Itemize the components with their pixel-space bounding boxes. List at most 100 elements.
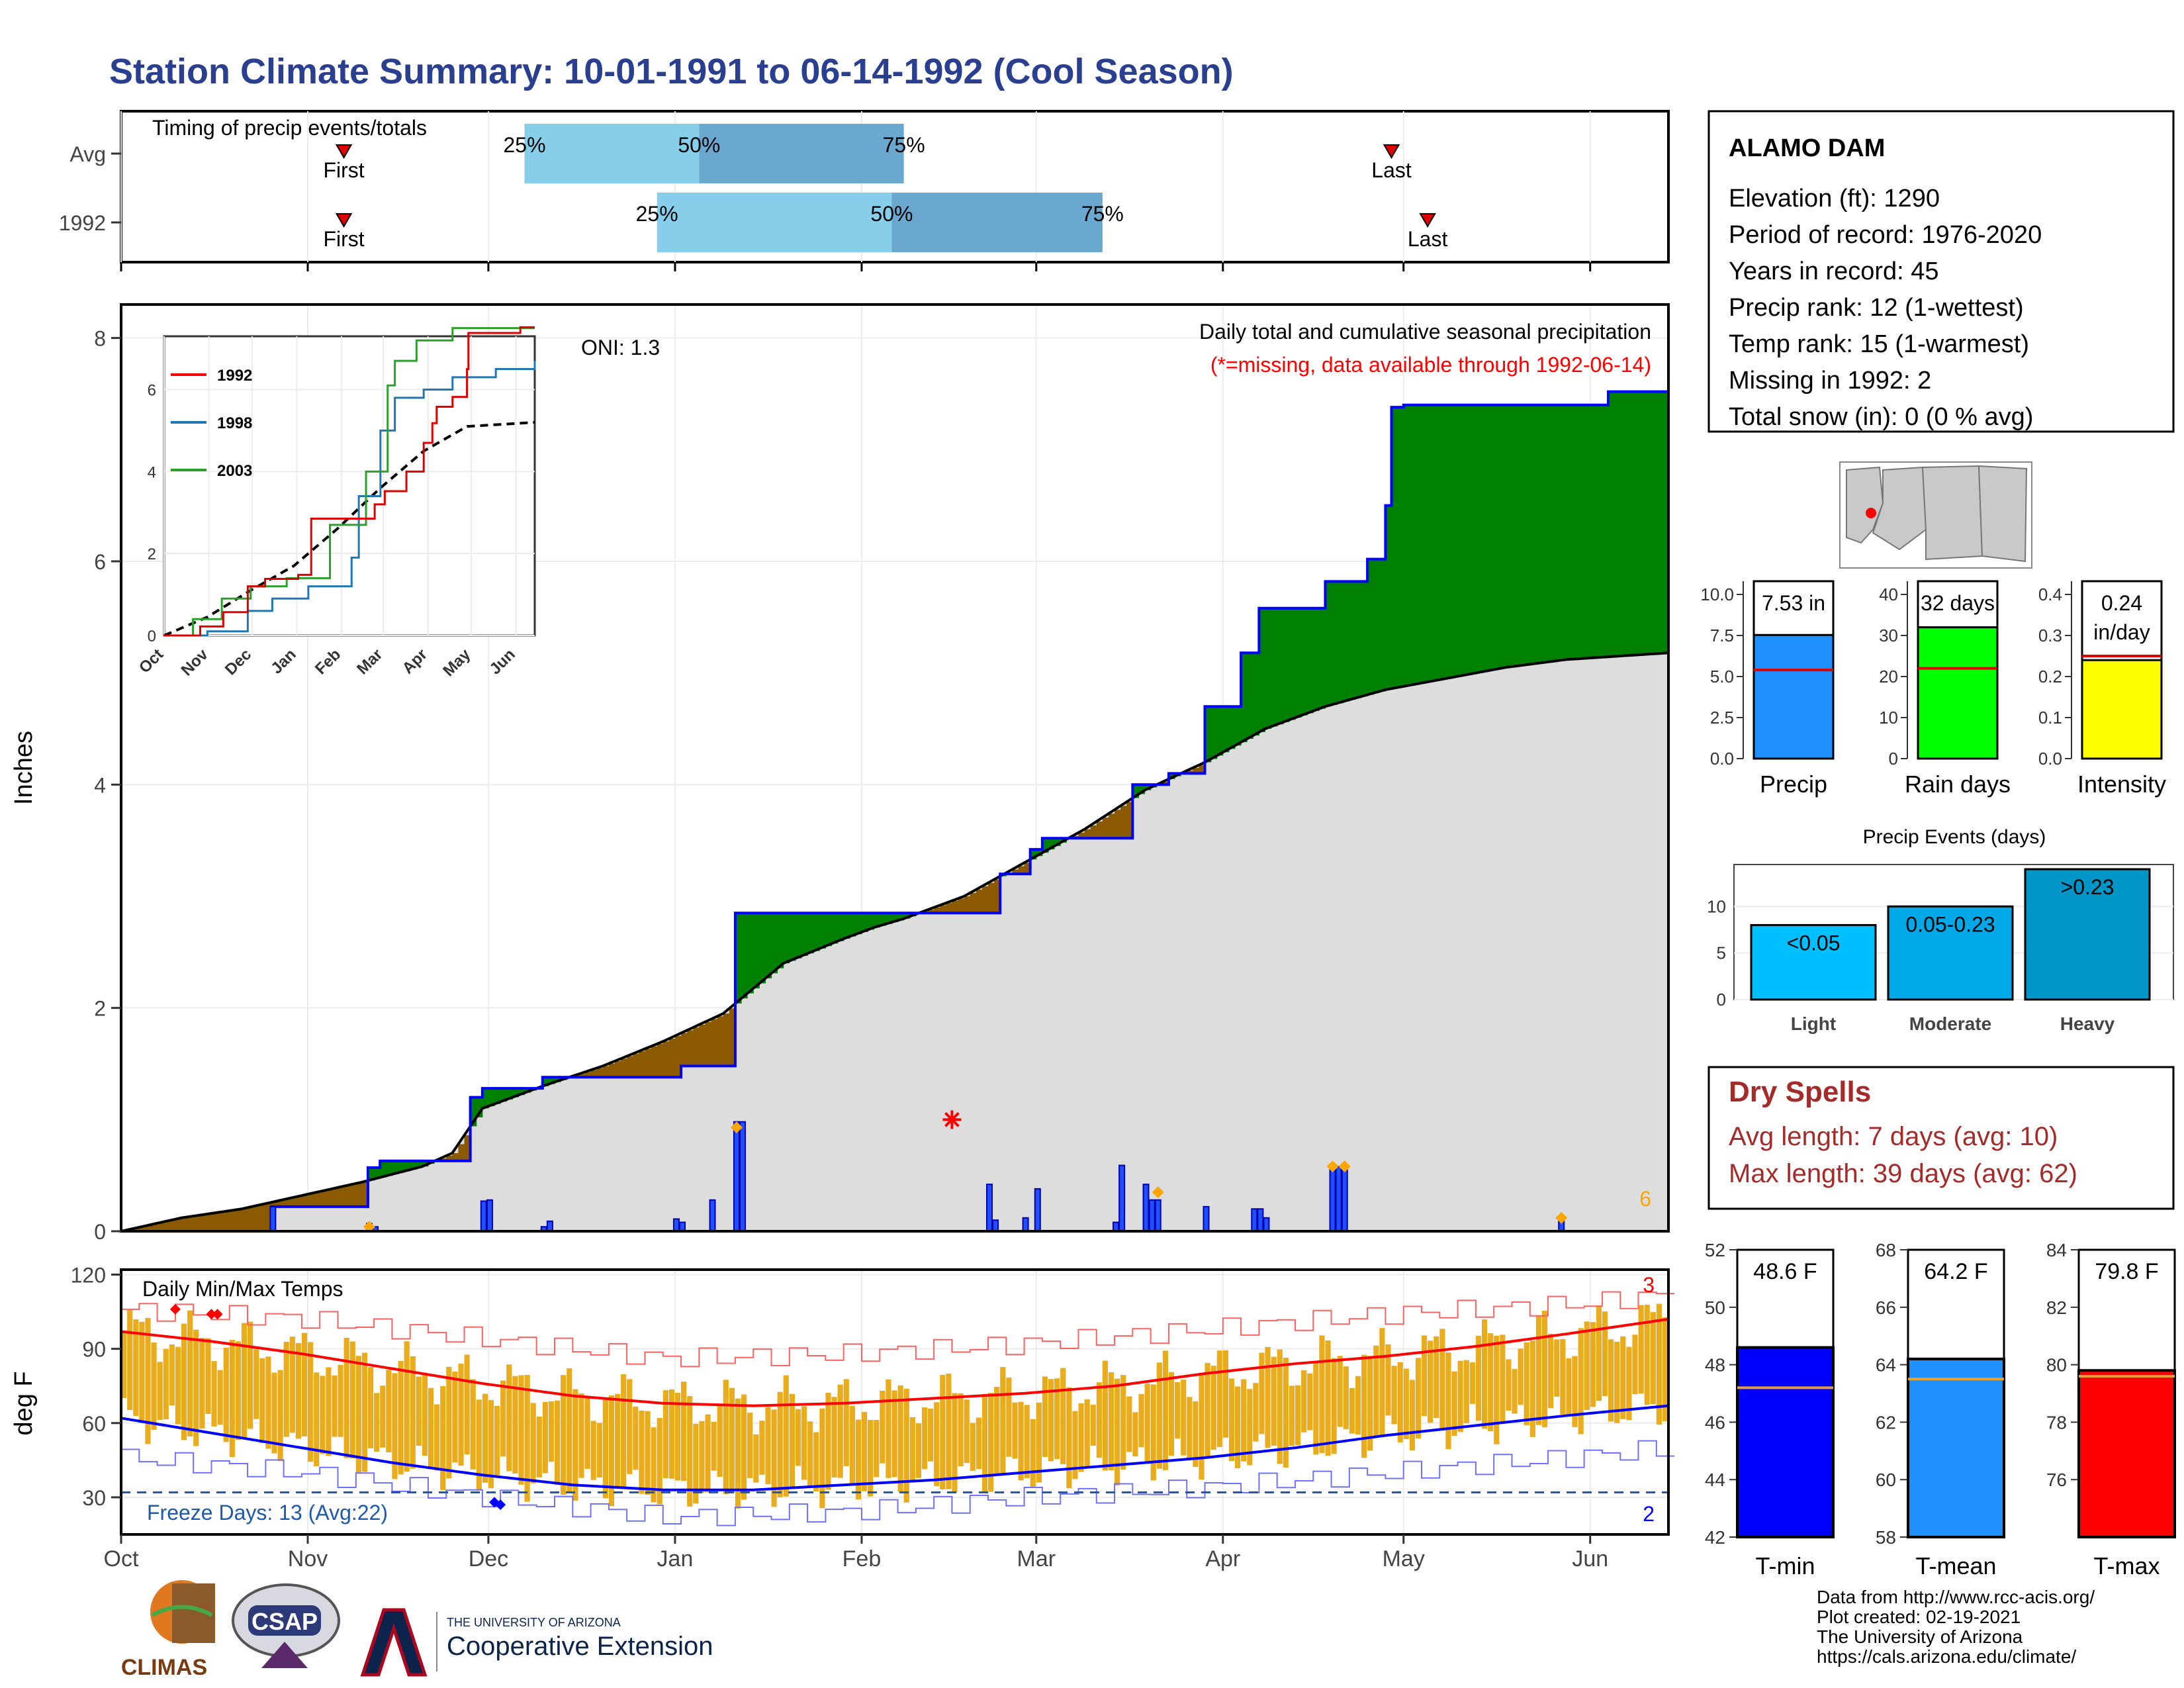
surplus-segment	[771, 913, 778, 974]
timing-q50: 50%	[678, 133, 720, 157]
temp-bar-value-0	[1736, 1346, 1835, 1539]
deficit-segment	[295, 1197, 302, 1207]
daily-temp-bar	[289, 1336, 295, 1433]
daily-temp-bar	[187, 1310, 193, 1437]
mini-bar-value-2	[2081, 659, 2163, 760]
daily-temp-bar	[1644, 1305, 1650, 1405]
temp-ytick-label: 90	[82, 1338, 106, 1362]
deficit-segment	[1108, 814, 1115, 839]
surplus-segment	[1054, 838, 1061, 847]
page-title: Station Climate Summary: 10-01-1991 to 0…	[109, 52, 1234, 91]
csap-mountain-icon	[261, 1642, 308, 1668]
surplus-segment	[849, 913, 856, 937]
month-label: Nov	[288, 1546, 328, 1571]
daily-temp-bar	[1054, 1378, 1060, 1460]
daily-temp-bar	[1632, 1335, 1638, 1395]
daily-temp-bar	[301, 1333, 308, 1436]
surplus-segment	[410, 1160, 417, 1170]
avg-min-line	[120, 1404, 1669, 1491]
daily-temp-bar	[1181, 1380, 1187, 1456]
daily-temp-bar	[1162, 1350, 1169, 1470]
surplus-segment	[1560, 404, 1567, 661]
daily-temp-bar	[1205, 1362, 1210, 1458]
timing-last-marker-icon	[1419, 213, 1436, 228]
surplus-segment	[1578, 404, 1585, 659]
timing-bar-50-75	[699, 124, 904, 183]
daily-temp-bar	[398, 1360, 404, 1475]
inset-ytick-label: 4	[148, 463, 156, 481]
daily-temp-bar	[674, 1392, 681, 1481]
surplus-segment	[548, 1077, 555, 1084]
events-title: Precip Events (days)	[1863, 826, 2046, 848]
credit-line: Plot created: 02-19-2021	[1817, 1607, 2021, 1627]
surplus-segment	[1030, 849, 1037, 860]
daily-temp-bar	[614, 1393, 621, 1489]
oni-label: ONI: 1.3	[581, 336, 660, 359]
daily-precip-bar-6	[546, 1220, 553, 1233]
daily-temp-bar	[1433, 1336, 1439, 1419]
surplus-segment	[518, 1088, 525, 1096]
mini-bar-tick-label: 0.3	[2038, 626, 2062, 645]
surplus-segment	[1566, 404, 1573, 660]
surplus-segment	[1355, 581, 1362, 698]
surplus-segment	[819, 913, 826, 949]
daily-temp-bar	[1548, 1333, 1554, 1409]
daily-temp-bar	[1391, 1366, 1397, 1425]
timing-bar-25-50	[524, 124, 700, 183]
daily-temp-bar	[1415, 1358, 1422, 1438]
surplus-segment	[825, 913, 833, 947]
normal-cumulative-line	[120, 651, 1669, 1233]
surplus-segment	[386, 1160, 392, 1176]
timing-first-label: First	[323, 227, 364, 251]
daily-temp-bar	[1343, 1366, 1349, 1429]
temp-bar-tick-label: 64	[1876, 1355, 1896, 1376]
deficit-segment	[1084, 829, 1091, 839]
surplus-segment	[735, 913, 742, 1004]
daily-temp-bar	[1234, 1386, 1241, 1469]
surplus-segment	[494, 1088, 501, 1104]
surplus-segment	[807, 913, 814, 954]
temp-ytick-label: 120	[71, 1263, 106, 1287]
daily-temp-bar	[1488, 1333, 1494, 1432]
daily-temp-bar	[422, 1375, 428, 1456]
daily-temp-bar	[693, 1423, 699, 1504]
daily-temp-bar	[807, 1421, 813, 1487]
surplus-segment	[380, 1160, 387, 1178]
surplus-segment	[897, 913, 905, 921]
surplus-segment	[1638, 391, 1645, 655]
surplus-segment	[1602, 404, 1609, 657]
daily-temp-bar	[494, 1405, 500, 1476]
daily-temp-bar	[657, 1418, 662, 1505]
deficit-segment	[169, 1220, 176, 1231]
daily-temp-bar	[229, 1339, 235, 1458]
month-label: Jan	[657, 1546, 694, 1571]
daily-temp-bar	[1494, 1335, 1500, 1444]
surplus-segment	[1488, 404, 1494, 671]
daily-temp-bar	[404, 1341, 410, 1472]
deficit-segment	[988, 882, 995, 914]
timing-row-label: 1992	[59, 211, 106, 235]
temp-bar-text: 79.8 F	[2095, 1259, 2158, 1284]
daily-temp-bar	[1283, 1358, 1289, 1468]
daily-temp-bar	[163, 1348, 169, 1420]
daily-temp-bar	[416, 1376, 422, 1446]
deficit-segment	[723, 1013, 730, 1066]
surplus-segment	[1313, 608, 1320, 711]
surplus-segment	[1614, 391, 1621, 657]
daily-temp-bar	[1144, 1383, 1150, 1463]
daily-precip-bar-22	[1251, 1208, 1258, 1232]
daily-temp-bar	[175, 1346, 181, 1425]
daily-temp-bar	[590, 1421, 596, 1480]
deficit-segment	[349, 1184, 357, 1207]
daily-temp-bar	[1590, 1322, 1596, 1407]
surplus-segment	[1626, 391, 1633, 656]
daily-precip-bar-9	[709, 1199, 716, 1233]
deficit-segment	[964, 896, 971, 914]
daily-temp-bar	[440, 1385, 446, 1491]
daily-temp-bar	[1307, 1373, 1313, 1430]
precip-events-chart: Precip Events (days) 0 5 10 <0.05 Light 0.05-…	[1707, 826, 2174, 1034]
daily-temp-bar	[555, 1400, 561, 1485]
daily-temp-bar	[1379, 1328, 1385, 1436]
daily-temp-bar	[1018, 1401, 1024, 1481]
daily-temp-bar	[958, 1393, 964, 1467]
